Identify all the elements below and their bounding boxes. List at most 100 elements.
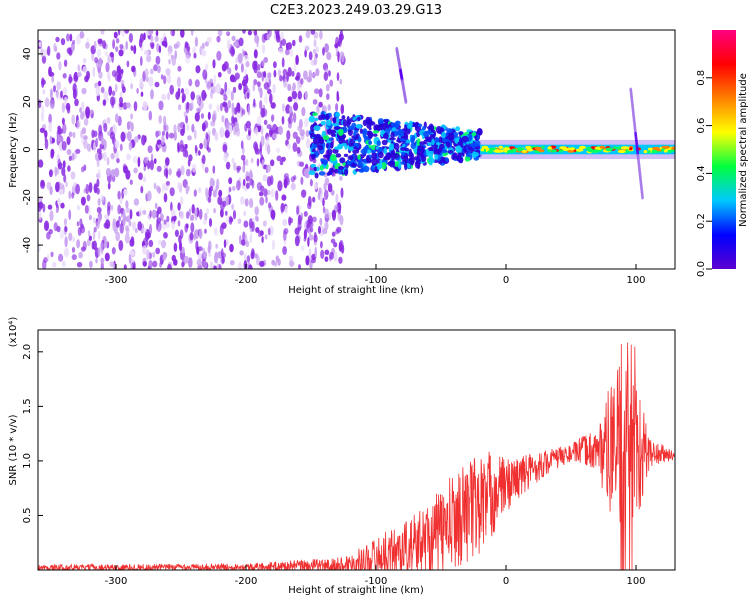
heatmap-cell [171,220,175,230]
heatmap-cell [220,102,223,112]
heatmap-cell [163,232,168,239]
heatmap-cell [620,146,630,150]
heatmap-cell [95,85,101,97]
heatmap-cell [347,125,355,130]
heatmap-cell [252,250,255,257]
heatmap-cell [167,51,171,57]
heatmap-cell [249,233,253,244]
heatmap-cell [48,113,52,125]
heatmap-cell [134,227,138,233]
heatmap-cell [223,61,229,70]
heatmap-cell [225,210,228,216]
heatmap-cell [152,260,158,268]
heatmap-cell [220,208,224,218]
heatmap-cell [206,208,209,215]
heatmap-cell [321,113,326,120]
heatmap-cell [202,219,208,225]
heatmap-cell [498,145,503,149]
heatmap-cell [85,42,90,49]
heatmap-cell [115,220,120,228]
y-tick-label: 2.0 [22,344,33,360]
heatmap-cell [313,232,317,238]
heatmap-cell [481,145,489,149]
heatmap-cell [325,84,330,92]
heatmap-cell [115,231,120,242]
heatmap-cell [314,246,317,258]
heatmap-cell [114,140,120,149]
heatmap-cell [173,130,177,141]
heatmap-cell [413,156,421,161]
heatmap-cell [487,150,493,154]
heatmap-cell [270,102,276,109]
heatmap-cell [336,117,340,125]
heatmap-cell [476,127,483,136]
heatmap-cell [502,147,511,151]
heatmap-cell [452,131,459,138]
heatmap-cell [263,119,268,126]
heatmap-cell [261,44,266,54]
heatmap-cell [55,207,59,214]
heatmap-cell [338,256,343,264]
heatmap-cell [335,103,339,112]
heatmap-cell [212,59,216,69]
spectrogram-y-label: Frequency (Hz) [8,112,19,188]
heatmap-cell [161,134,165,146]
heatmap-cell [270,188,275,198]
heatmap-cell [276,147,281,154]
heatmap-cell [145,231,149,243]
heatmap-cell [312,216,317,223]
heatmap-cell [304,168,309,178]
heatmap-cell [78,251,83,259]
heatmap-cell [53,42,57,52]
heatmap-cell [245,175,250,182]
heatmap-cell [42,203,46,213]
heatmap-cell [296,205,300,215]
heatmap-cell [263,71,267,78]
heatmap-cell [359,128,363,134]
heatmap-cell [117,115,122,127]
heatmap-cell [339,175,343,181]
colorbar-label: Normalized spectral amplitude [738,73,749,227]
heatmap-cell [323,71,329,81]
heatmap-cell [258,191,264,197]
heatmap-cell [246,255,251,263]
heatmap-cell [158,100,164,111]
heatmap-cell [293,175,297,181]
heatmap-cell [201,154,206,165]
heatmap-cell [322,228,328,235]
heatmap-cell [76,119,81,128]
heatmap-cell [155,247,161,255]
heatmap-cell [227,67,232,75]
heatmap-cell [248,218,253,229]
heatmap-cell [266,88,272,95]
heatmap-cell [54,166,58,177]
heatmap-cell [71,192,75,199]
heatmap-cell [176,76,181,88]
heatmap-cell [327,148,333,156]
heatmap-cell [216,178,220,190]
heatmap-cell [83,118,89,126]
heatmap-cell [166,215,170,223]
heatmap-cell [319,165,324,171]
heatmap-cell [337,51,340,63]
heatmap-cell [82,66,88,73]
heatmap-cell [144,68,149,78]
heatmap-cell [446,128,453,134]
y-tick-label: 0 [22,146,33,152]
heatmap-cell [41,105,45,112]
heatmap-cell [308,248,312,259]
heatmap-cell [151,209,157,219]
heatmap-cell [194,144,198,154]
heatmap-cell [242,164,246,173]
heatmap-cell [229,260,235,266]
heatmap-cell [38,159,44,168]
heatmap-cell [142,176,147,182]
x-tick-label: 100 [626,275,645,286]
heatmap-cell [117,204,122,215]
heatmap-cell [194,112,200,122]
heatmap-cell [233,127,237,136]
heatmap-cell [122,210,126,217]
heatmap-cell [304,45,310,52]
heatmap-cell [347,155,354,161]
heatmap-cell [180,88,185,94]
